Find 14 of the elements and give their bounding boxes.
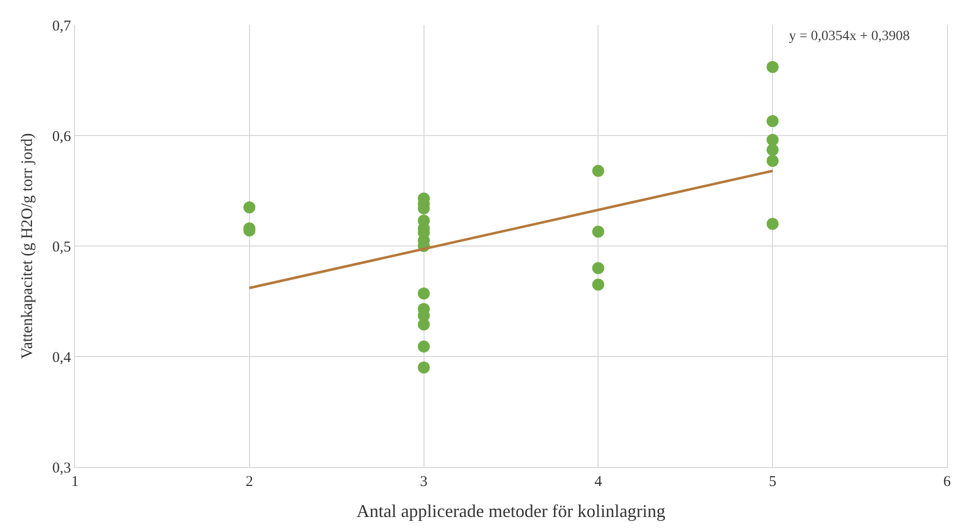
x-tick-label: 6 <box>943 474 952 490</box>
annotation: y = 0,0354x + 0,3908 <box>789 29 910 44</box>
x-axis-title: Antal applicerade metoder för kolinlagring <box>356 501 666 522</box>
x-tick-label: 5 <box>768 474 776 490</box>
y-tick-label: 0,7 <box>52 18 72 34</box>
y-tick-label: 0,4 <box>52 350 72 366</box>
y-tick-label: 0,3 <box>52 460 71 476</box>
y-axis-title: Vattenkapacitet (g H2O/g torr jord) <box>19 133 36 359</box>
x-tick-label: 1 <box>71 474 79 490</box>
y-tick-label: 0,6 <box>52 128 72 145</box>
x-tick-label: 3 <box>420 474 428 490</box>
x-tick-label: 4 <box>594 474 602 490</box>
x-tick-label: 2 <box>246 474 254 490</box>
y-tick-label: 0,5 <box>52 239 71 256</box>
